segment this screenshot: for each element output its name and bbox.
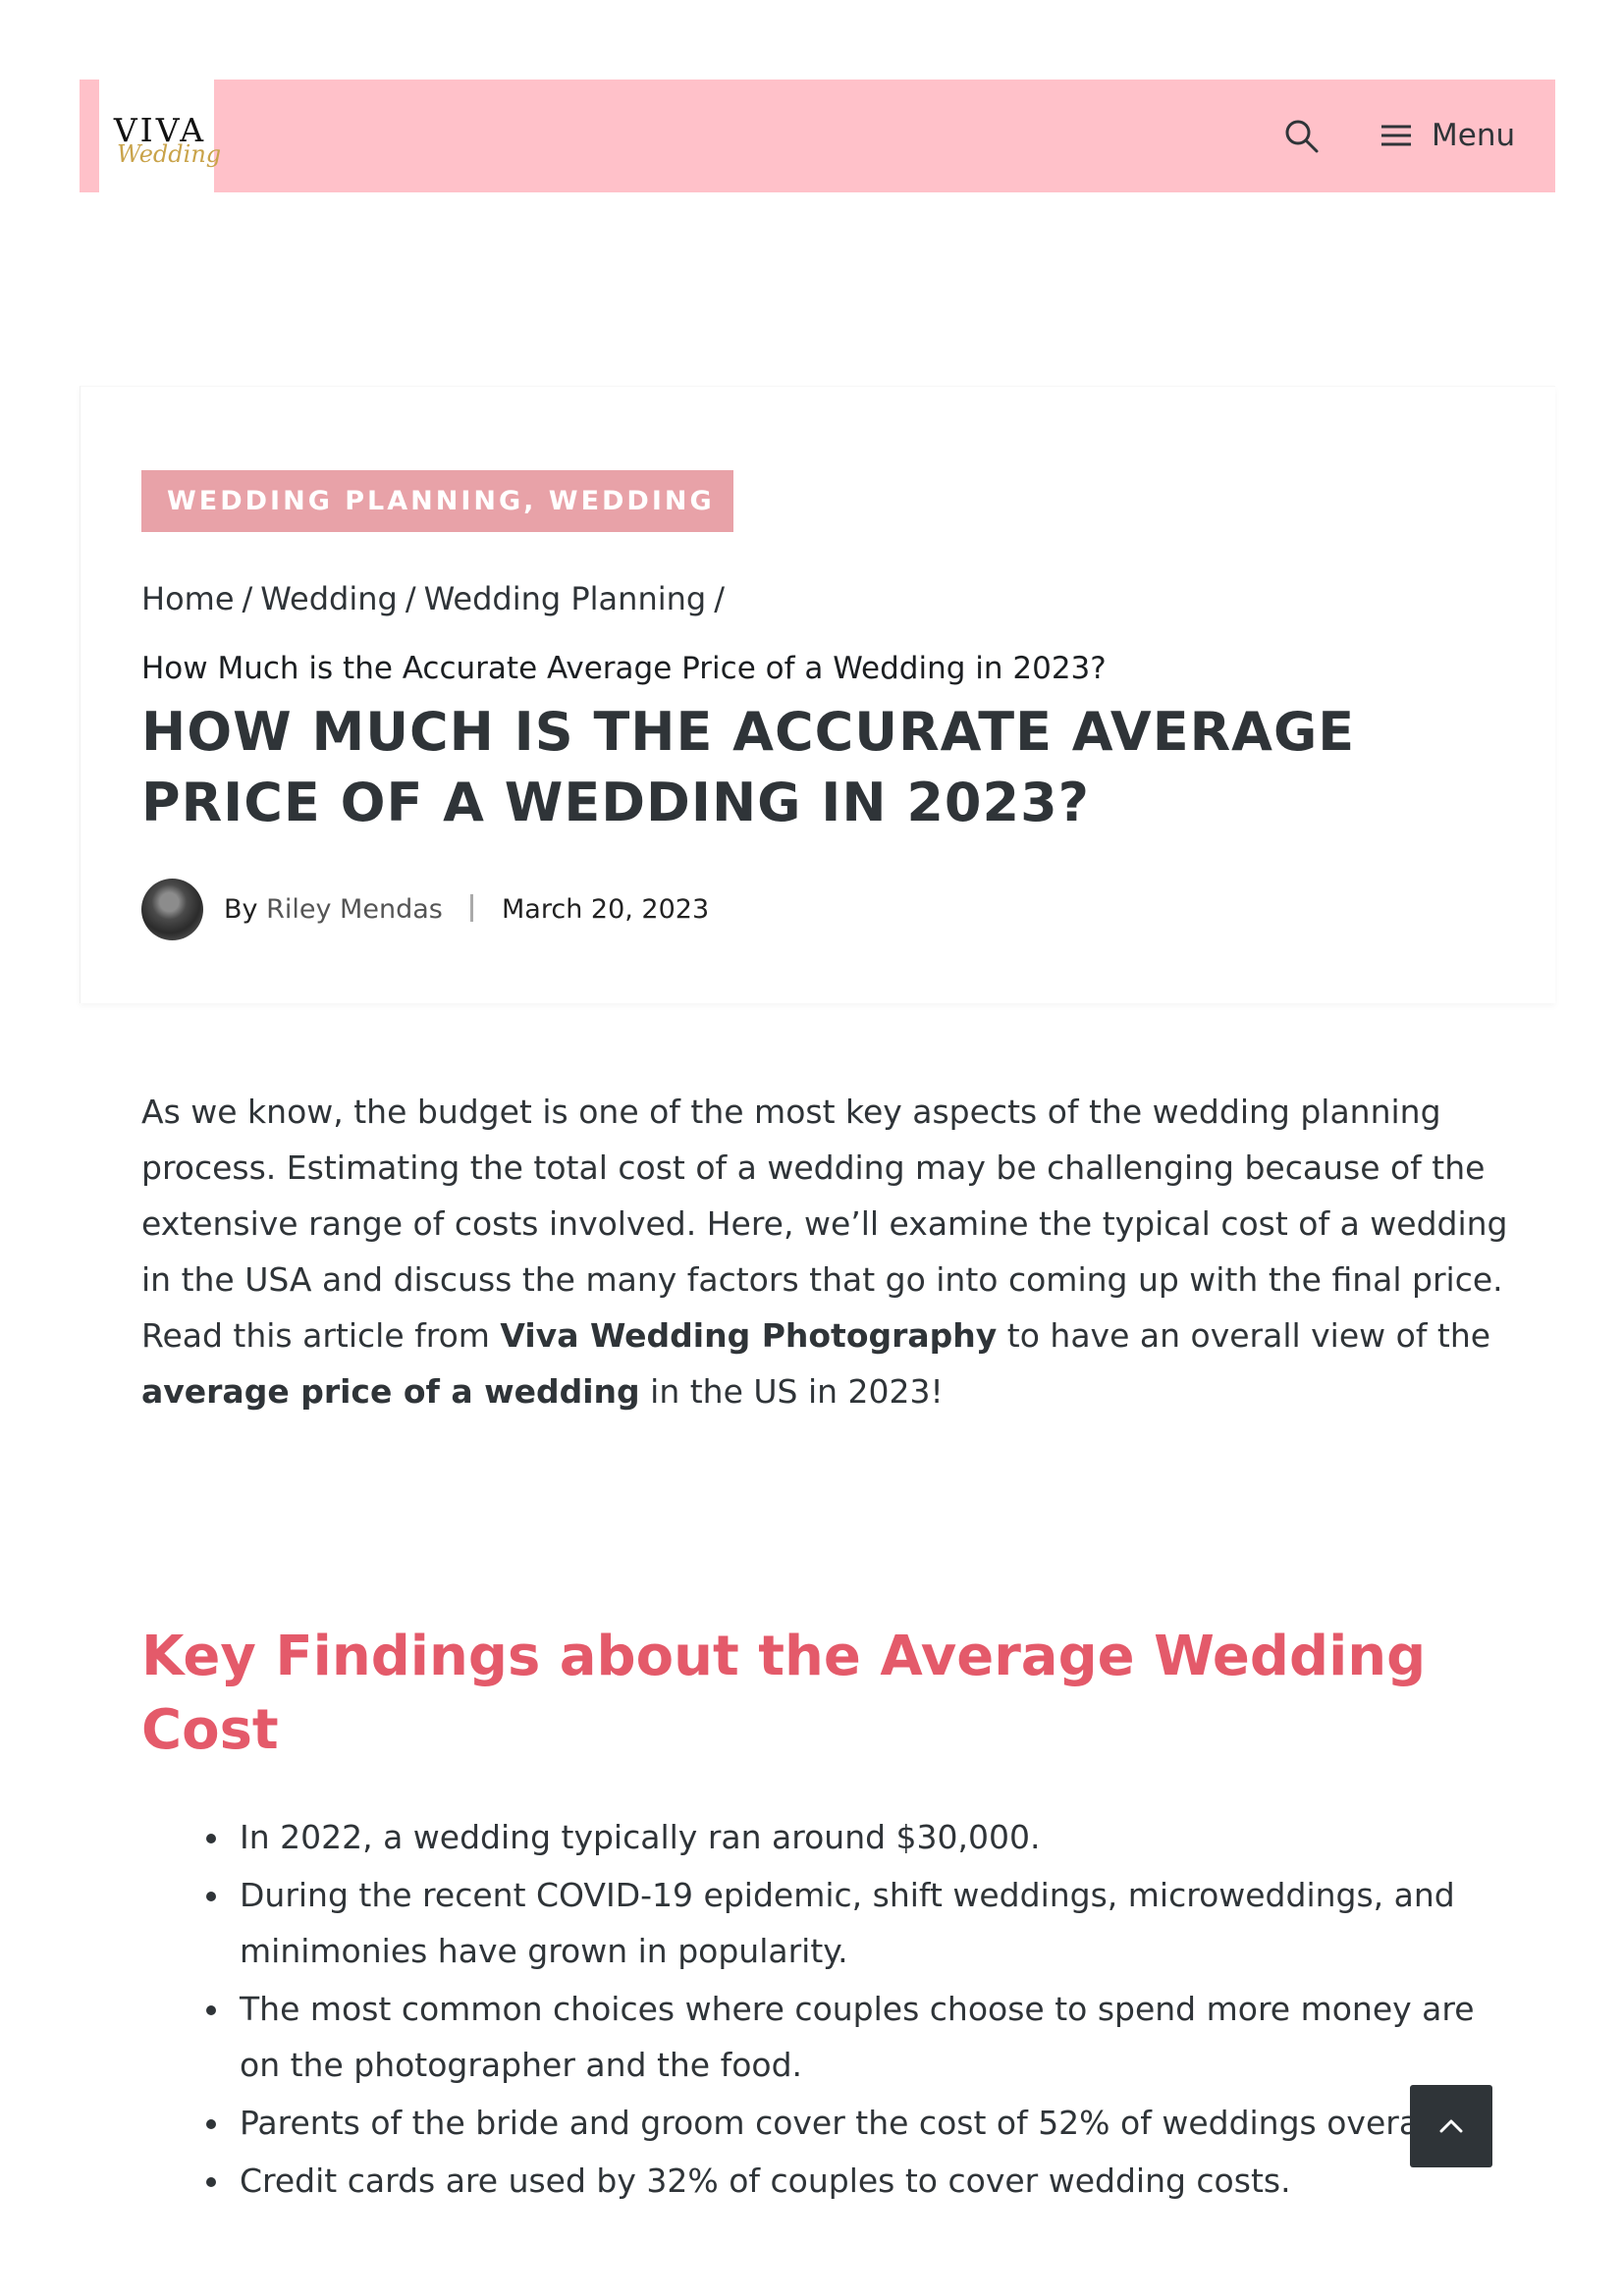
chevron-up-icon [1439, 2119, 1463, 2133]
breadcrumb-home-link[interactable]: Home [141, 580, 235, 617]
author-link[interactable]: Riley Mendas [266, 894, 443, 925]
logo-wordmark: VIVA [113, 111, 207, 149]
brand-name: Viva Wedding Photography [500, 1316, 998, 1355]
breadcrumb-current: How Much is the Accurate Average Price o… [141, 651, 1107, 686]
logo-script: Wedding [117, 140, 222, 168]
search-icon [1285, 120, 1319, 153]
hamburger-icon [1381, 125, 1411, 146]
breadcrumb: Home / Wedding / Wedding Planning / [141, 580, 732, 617]
breadcrumb-wedding-link[interactable]: Wedding [260, 580, 398, 617]
intro-text: in the US in 2023! [639, 1372, 944, 1411]
keyword-highlight: average price of a wedding [141, 1372, 640, 1411]
breadcrumb-separator: / [242, 580, 253, 617]
key-findings-heading: Key Findings about the Average Wedding C… [141, 1625, 1427, 1762]
byline-prefix: By [224, 894, 258, 925]
intro-text: to have an overall view of the [997, 1316, 1491, 1355]
post-date: March 20, 2023 [502, 894, 710, 925]
back-to-top-button[interactable] [1410, 2085, 1492, 2167]
author-avatar[interactable] [141, 879, 203, 940]
menu-label: Menu [1432, 118, 1516, 153]
post-meta: By Riley Mendas March 20, 2023 [224, 894, 709, 925]
list-item: During the recent COVID-19 epidemic, shi… [206, 1867, 1516, 1979]
intro-paragraph: As we know, the budget is one of the mos… [141, 1084, 1516, 1419]
list-item: Credit cards are used by 32% of couples … [206, 2153, 1516, 2209]
breadcrumb-wedding-planning-link[interactable]: Wedding Planning [423, 580, 707, 617]
page-title: HOW MUCH IS THE ACCURATE AVERAGE PRICE O… [141, 701, 1356, 833]
category-badge[interactable]: WEDDING PLANNING, WEDDING [141, 470, 733, 532]
meta-divider [470, 894, 474, 922]
breadcrumb-separator: / [405, 580, 416, 617]
site-header: VIVA Wedding Menu [80, 80, 1555, 192]
key-findings-list: In 2022, a wedding typically ran around … [206, 1809, 1516, 2211]
breadcrumb-separator: / [714, 580, 725, 617]
list-item: In 2022, a wedding typically ran around … [206, 1809, 1516, 1865]
search-button[interactable] [1282, 117, 1322, 156]
list-item: Parents of the bride and groom cover the… [206, 2095, 1516, 2151]
menu-toggle-button[interactable]: Menu [1379, 111, 1515, 160]
list-item: The most common choices where couples ch… [206, 1981, 1516, 2093]
intro-text: As we know, the budget is one of the mos… [141, 1093, 1508, 1355]
site-logo[interactable]: VIVA Wedding [99, 80, 222, 192]
